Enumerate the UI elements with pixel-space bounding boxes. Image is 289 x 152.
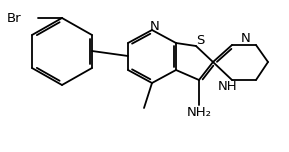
Text: N: N <box>241 33 251 45</box>
Text: S: S <box>196 33 204 47</box>
Text: N: N <box>150 21 160 33</box>
Text: NH₂: NH₂ <box>186 105 212 119</box>
Text: Br: Br <box>7 12 22 24</box>
Text: NH: NH <box>218 79 238 93</box>
